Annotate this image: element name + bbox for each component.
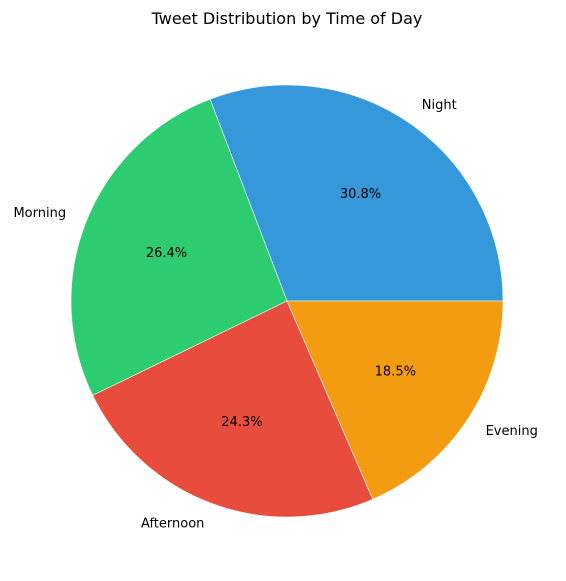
pie-slice-morning	[70, 98, 288, 396]
slice-percent-afternoon: 24.3%	[221, 415, 262, 430]
pie-slice-afternoon	[92, 300, 374, 518]
slice-label-morning: Morning	[13, 206, 66, 221]
slice-label-evening: Evening	[486, 424, 538, 439]
slice-percent-night: 30.8%	[340, 187, 381, 202]
slice-percent-morning: 26.4%	[146, 246, 187, 261]
chart-title: Tweet Distribution by Time of Day	[151, 9, 423, 28]
pie-labels: Night 30.8% Morning 26.4% Afternoon 24.3% Even…	[13, 98, 537, 531]
slice-label-night: Night	[422, 98, 457, 113]
slice-percent-evening: 18.5%	[375, 365, 416, 380]
pie-slice-evening	[286, 300, 504, 500]
slice-label-afternoon: Afternoon	[141, 516, 204, 531]
pie-slices	[70, 84, 504, 518]
pie-slice-night	[209, 84, 504, 302]
